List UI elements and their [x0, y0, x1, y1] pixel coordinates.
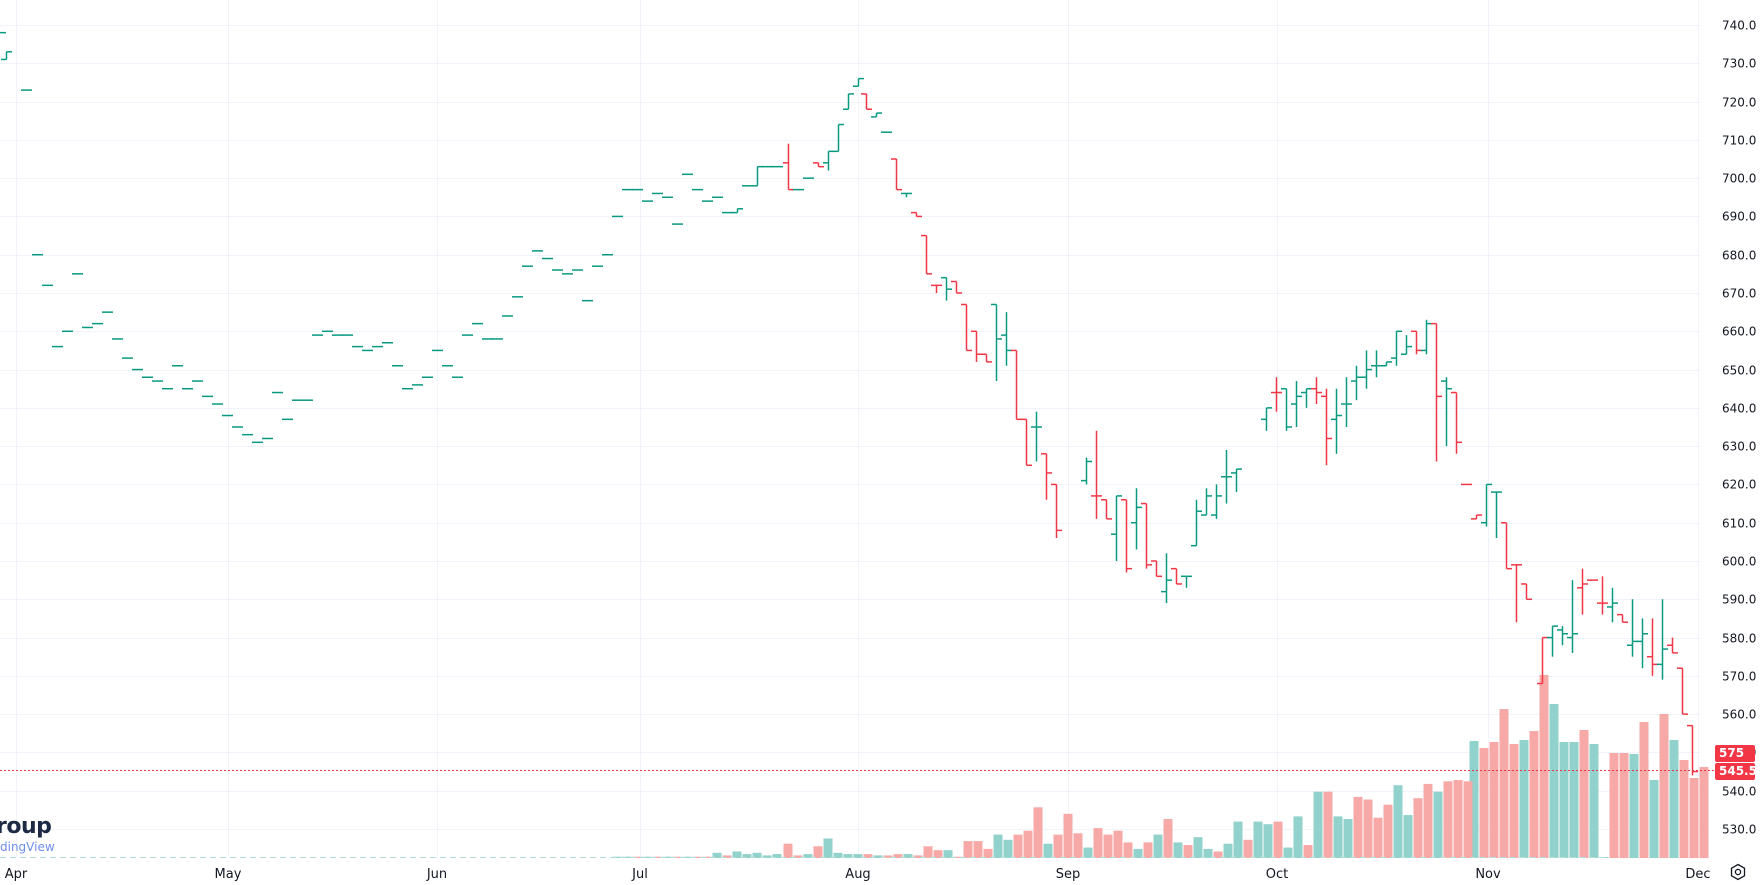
settings-icon[interactable] [1729, 863, 1747, 881]
watermark-subtitle: dingView [0, 840, 55, 854]
x-axis-label: Aug [845, 867, 870, 882]
y-axis-label: 680.0 [1722, 249, 1756, 263]
x-axis-label: Apr [5, 867, 28, 882]
y-axis-label: 730.0 [1722, 57, 1756, 71]
x-axis-label: Oct [1266, 867, 1288, 882]
y-axis-label: 580.0 [1722, 632, 1756, 646]
x-axis-label: Dec [1685, 867, 1710, 882]
y-axis-label: 530.0 [1722, 823, 1756, 837]
y-axis-label: 700.0 [1722, 172, 1756, 186]
x-axis-label: Nov [1475, 867, 1501, 882]
y-axis-label: 640.0 [1722, 402, 1756, 416]
y-axis-label: 600.0 [1722, 555, 1756, 569]
y-axis-label: 620.0 [1722, 478, 1756, 492]
volume-price-tag: 575 [1715, 745, 1755, 762]
y-axis-label: 570.0 [1722, 670, 1756, 684]
x-axis-label: Sep [1056, 867, 1081, 882]
y-axis-label: 590.0 [1722, 593, 1756, 607]
y-axis-label: 670.0 [1722, 287, 1756, 301]
x-axis-label: May [215, 867, 242, 882]
grid-lines [0, 0, 1700, 858]
y-axis-label: 720.0 [1722, 96, 1756, 110]
volume-bars [0, 675, 1709, 858]
watermark-title: roup [0, 814, 52, 839]
last-price-tag: 545.5 [1715, 763, 1757, 780]
y-axis-label: 710.0 [1722, 134, 1756, 148]
y-axis-label: 690.0 [1722, 210, 1756, 224]
y-axis-label: 630.0 [1722, 440, 1756, 454]
y-axis-label: 740.0 [1722, 19, 1756, 33]
y-axis-label: 560.0 [1722, 708, 1756, 722]
y-axis-label: 660.0 [1722, 325, 1756, 339]
y-axis-label: 540.0 [1722, 785, 1756, 799]
price-bars [0, 31, 1698, 776]
x-axis-label: Jul [631, 867, 648, 882]
x-axis-label: Jun [426, 867, 447, 882]
y-axis-label: 610.0 [1722, 517, 1756, 531]
y-axis-label: 650.0 [1722, 364, 1756, 378]
